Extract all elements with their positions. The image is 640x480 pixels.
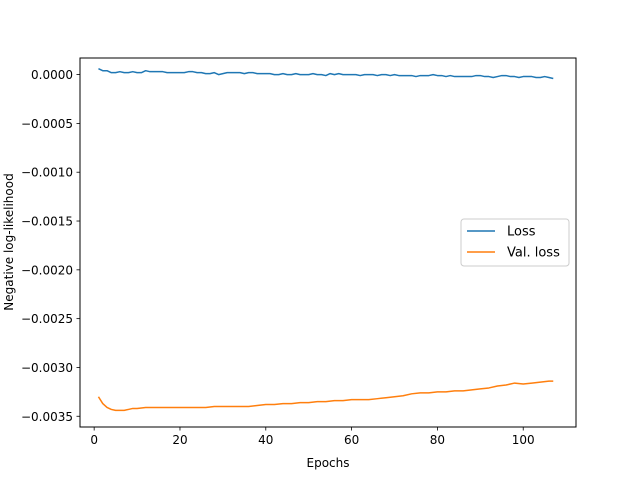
- y-axis: 0.0000 −0.0005 −0.0010 −0.0015 −0.0020 −0.002…: [21, 68, 80, 424]
- x-axis: 0 20 40 60 80 100: [90, 427, 535, 447]
- series-line-0: [98, 68, 554, 80]
- legend-label-1: Val. loss: [507, 246, 560, 261]
- x-tick-label: 80: [430, 433, 445, 447]
- y-tick-label: −0.0015: [21, 215, 73, 229]
- x-axis-label: Epochs: [307, 456, 350, 470]
- y-tick-label: −0.0030: [21, 361, 73, 375]
- x-tick-label: 40: [258, 433, 273, 447]
- y-tick-label: −0.0010: [21, 166, 73, 180]
- y-tick-label: −0.0020: [21, 263, 73, 277]
- x-tick-label: 20: [172, 433, 187, 447]
- x-tick-label: 0: [90, 433, 98, 447]
- y-axis-label: Negative log-likelihood: [2, 173, 16, 310]
- x-tick-label: 60: [344, 433, 359, 447]
- y-tick-label: 0.0000: [31, 68, 73, 82]
- x-tick-label: 100: [512, 433, 535, 447]
- plot-marks: [97, 68, 554, 412]
- legend-label-0: Loss: [507, 225, 536, 240]
- y-tick-label: −0.0025: [21, 312, 73, 326]
- series-line-1: [97, 380, 554, 412]
- plot-frame: [79, 57, 577, 428]
- legend: Loss Val. loss: [460, 218, 570, 267]
- y-tick-label: −0.0035: [21, 410, 73, 424]
- y-tick-label: −0.0005: [21, 117, 73, 131]
